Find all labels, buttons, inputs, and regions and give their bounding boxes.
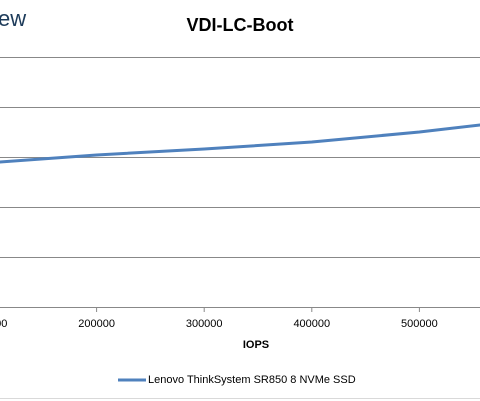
- x-tick-label: 400000: [293, 318, 330, 330]
- x-tick-label: 300000: [186, 318, 223, 330]
- x-tick-label: 200000: [78, 318, 115, 330]
- x-tick-label: 500000: [401, 318, 438, 330]
- x-tick-label: 100000: [0, 318, 7, 330]
- chart-title: VDI-LC-Boot: [187, 15, 294, 35]
- x-axis-label: IOPS: [243, 339, 269, 351]
- watermark: ew: [0, 6, 26, 31]
- line: [0, 123, 480, 164]
- legend-label: Lenovo ThinkSystem SR850 8 NVMe SSD: [148, 374, 356, 386]
